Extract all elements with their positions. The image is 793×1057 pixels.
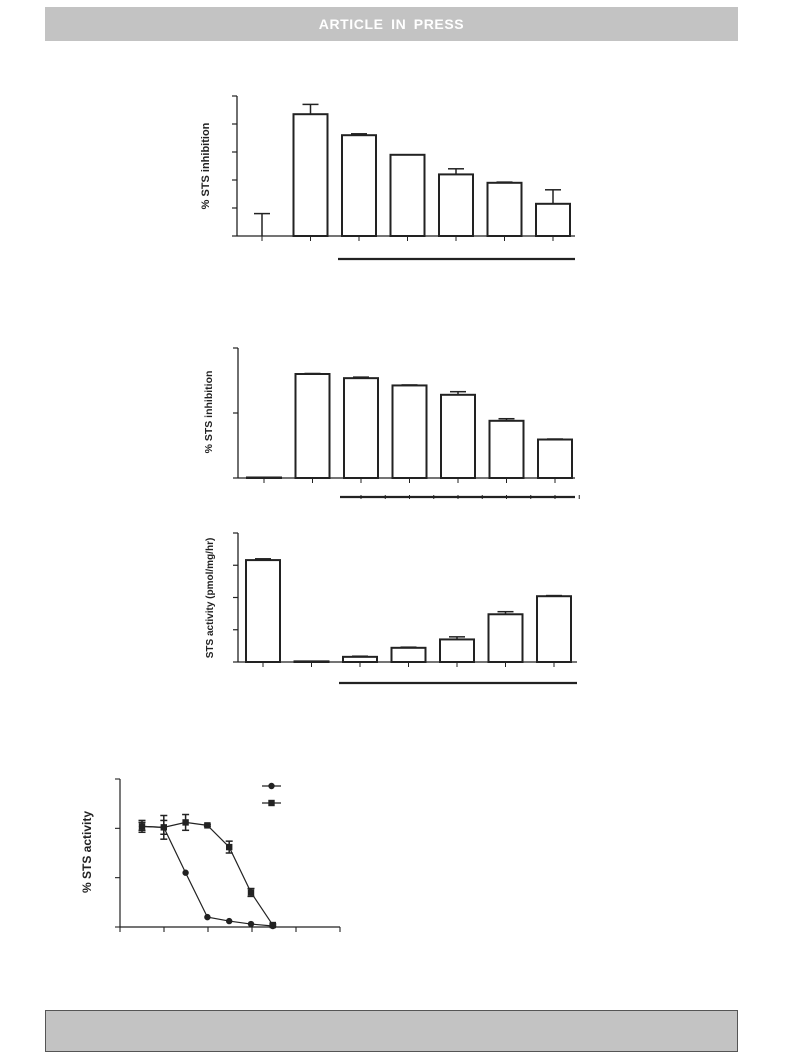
panel-d-y-axis-label: % STS activity (80, 811, 94, 893)
bar (391, 384, 428, 479)
bar (438, 173, 474, 237)
data-point-circle (226, 917, 233, 925)
bar (389, 153, 426, 237)
data-point-square (204, 822, 211, 829)
banner-text: ARTICLE IN PRESS (318, 16, 465, 32)
panel-d-line-chart: % STS activity (80, 778, 341, 932)
panel-b-bar-chart: % STS inhibition (203, 347, 580, 499)
panel-c-y-axis-label: STS activity (pmol/mg/hr) (205, 538, 216, 659)
panel-b-y-axis-label: % STS inhibition (203, 371, 215, 454)
bar (486, 181, 523, 238)
bar (246, 476, 282, 480)
footer-box (45, 1010, 738, 1052)
article-in-press-banner: ARTICLE IN PRESS (45, 7, 738, 41)
series-line-2 (141, 821, 274, 926)
bar (292, 113, 329, 237)
bar (488, 419, 525, 479)
legend-marker-circle (268, 782, 275, 790)
legend-marker-square (268, 799, 275, 807)
data-point-square (138, 823, 146, 830)
data-point-circle (204, 913, 211, 921)
bar (439, 638, 475, 663)
data-point-square (160, 824, 167, 831)
bar (293, 660, 330, 663)
data-point-square (269, 921, 276, 929)
panel-a-bar-chart: % STS inhibition (200, 95, 575, 261)
data-point-circle (247, 920, 255, 928)
bar (440, 393, 476, 479)
data-point-square (226, 843, 233, 851)
bar (537, 438, 573, 479)
bar (343, 377, 379, 479)
panel-c-bar-chart: STS activity (pmol/mg/hr) (205, 532, 577, 685)
data-point-square (247, 889, 255, 896)
bar (341, 134, 377, 237)
series-line-1 (141, 825, 273, 927)
bar (390, 646, 427, 663)
bar (342, 655, 378, 664)
bar (294, 373, 331, 479)
bar (487, 613, 524, 664)
data-point-circle (182, 869, 189, 876)
bar (535, 202, 571, 238)
bar (536, 595, 572, 664)
data-point-square (182, 819, 189, 826)
panel-a-y-axis-label: % STS inhibition (200, 122, 212, 209)
bar (245, 559, 281, 664)
